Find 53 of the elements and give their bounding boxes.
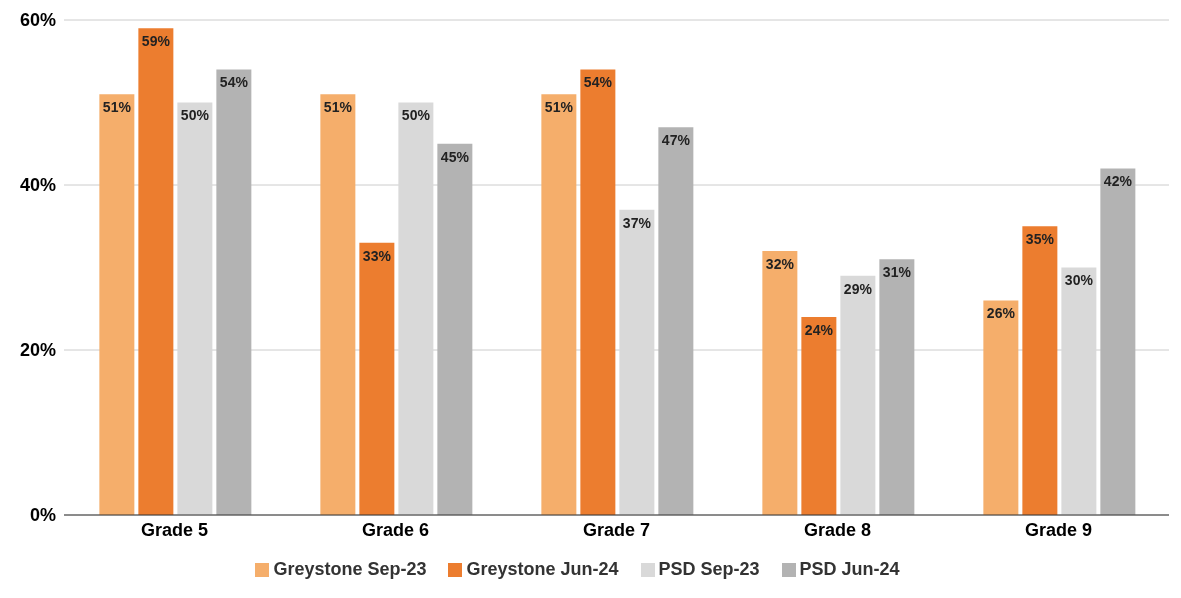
bar: [1061, 267, 1097, 515]
y-tick-label: 40%: [19, 175, 56, 196]
bar: [580, 69, 616, 515]
data-label: 26%: [986, 305, 1016, 322]
bar: [762, 251, 798, 515]
x-tick-label: Grade 5: [140, 519, 209, 540]
data-label: 42%: [1103, 173, 1133, 190]
data-label: 37%: [622, 214, 652, 231]
legend-label: PSD Jun-24: [799, 559, 900, 579]
bar: [541, 94, 577, 515]
data-label: 50%: [401, 107, 431, 124]
y-tick-label: 20%: [19, 340, 56, 361]
bar: [177, 102, 213, 515]
data-label: 30%: [1064, 272, 1094, 289]
data-label: 51%: [323, 99, 353, 116]
data-label: 51%: [102, 99, 132, 116]
bar: [398, 102, 434, 515]
data-label: 59%: [141, 33, 171, 50]
bar: [359, 242, 395, 515]
data-label: 51%: [544, 99, 574, 116]
data-label: 33%: [362, 247, 392, 264]
bar: [320, 94, 356, 515]
data-label: 29%: [843, 280, 873, 297]
data-label: 45%: [440, 148, 470, 165]
bar: [801, 317, 837, 515]
bar: [1100, 168, 1136, 515]
bar: [437, 143, 473, 515]
bar: [879, 259, 915, 515]
x-tick-label: Grade 6: [361, 519, 430, 540]
data-label: 54%: [219, 74, 249, 91]
bar: [138, 28, 174, 515]
y-tick-label: 0%: [29, 505, 56, 526]
data-label: 54%: [583, 74, 613, 91]
bar: [99, 94, 135, 515]
data-label: 50%: [180, 107, 210, 124]
legend-label: Greystone Sep-23: [273, 559, 427, 579]
bar: [983, 300, 1019, 515]
bar: [619, 209, 655, 515]
legend-label: Greystone Jun-24: [466, 559, 619, 579]
legend-label: PSD Sep-23: [658, 559, 760, 579]
data-label: 47%: [661, 132, 691, 149]
data-label: 32%: [765, 255, 795, 272]
data-label: 31%: [882, 264, 912, 281]
bar: [1022, 226, 1058, 515]
bar: [658, 127, 694, 515]
x-tick-label: Grade 7: [582, 519, 651, 540]
data-label: 35%: [1025, 231, 1055, 248]
y-tick-label: 60%: [19, 10, 56, 31]
bar: [216, 69, 252, 515]
x-tick-label: Grade 8: [803, 519, 872, 540]
data-label: 24%: [804, 321, 834, 338]
bar: [840, 275, 876, 515]
x-tick-label: Grade 9: [1024, 519, 1093, 540]
